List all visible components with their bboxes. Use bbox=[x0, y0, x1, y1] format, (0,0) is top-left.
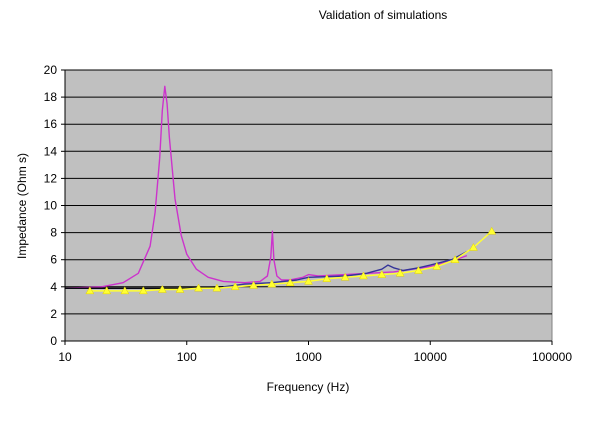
triangle-marker bbox=[102, 286, 112, 295]
chart-title: Validation of simulations bbox=[319, 8, 448, 22]
y-tick-label: 6 bbox=[50, 253, 57, 267]
y-tick-label: 14 bbox=[44, 144, 58, 158]
x-axis-label: Frequency (Hz) bbox=[267, 380, 350, 394]
y-tick-label: 2 bbox=[50, 307, 57, 321]
series-4 bbox=[85, 226, 497, 295]
triangle-marker bbox=[340, 272, 350, 281]
gridlines bbox=[65, 69, 552, 315]
triangle-marker bbox=[377, 270, 387, 278]
triangle-marker bbox=[157, 285, 167, 293]
x-tick-label: 100 bbox=[177, 350, 197, 364]
series-2 bbox=[65, 250, 468, 289]
y-tick-label: 12 bbox=[44, 171, 58, 185]
triangle-marker bbox=[212, 283, 222, 292]
triangle-marker bbox=[468, 243, 478, 251]
series-2-line bbox=[65, 250, 468, 289]
x-tick-label: 1000 bbox=[295, 350, 322, 364]
triangle-marker bbox=[304, 276, 313, 285]
x-tick-label: 10 bbox=[58, 350, 72, 364]
y-tick-label: 4 bbox=[50, 280, 57, 294]
triangle-marker bbox=[432, 261, 442, 270]
series-1 bbox=[64, 85, 468, 289]
triangle-marker bbox=[85, 286, 95, 295]
y-axis-label: Impedance (Ohm s) bbox=[15, 153, 29, 259]
triangle-marker bbox=[120, 286, 130, 295]
triangle-marker bbox=[395, 268, 405, 277]
x-tick-label: 100000 bbox=[532, 350, 572, 364]
triangle-marker bbox=[359, 271, 368, 280]
y-tick-label: 8 bbox=[50, 226, 57, 240]
x-tick-label: 10000 bbox=[414, 350, 448, 364]
triangle-marker bbox=[194, 283, 203, 292]
triangle-marker bbox=[249, 280, 259, 289]
triangle-marker bbox=[322, 274, 332, 282]
triangle-marker bbox=[414, 266, 423, 274]
x-axis-ticks: 10 100 1000 10000 100000 bbox=[58, 340, 572, 364]
triangle-marker bbox=[175, 285, 185, 293]
triangle-marker bbox=[138, 286, 148, 295]
triangle-marker bbox=[267, 279, 277, 288]
y-tick-label: 18 bbox=[44, 90, 58, 104]
y-tick-label: 0 bbox=[50, 334, 57, 348]
series-1-line bbox=[64, 85, 468, 289]
triangle-marker bbox=[487, 226, 497, 235]
triangle-marker bbox=[450, 255, 460, 263]
y-tick-label: 16 bbox=[44, 117, 58, 131]
y-tick-label: 10 bbox=[44, 199, 58, 213]
triangle-marker bbox=[230, 282, 240, 291]
y-tick-label: 20 bbox=[44, 63, 58, 77]
y-axis-ticks: 0 2 4 6 8 10 12 14 16 18 20 bbox=[44, 63, 66, 348]
series-layer bbox=[64, 85, 497, 295]
triangle-marker bbox=[285, 278, 295, 286]
